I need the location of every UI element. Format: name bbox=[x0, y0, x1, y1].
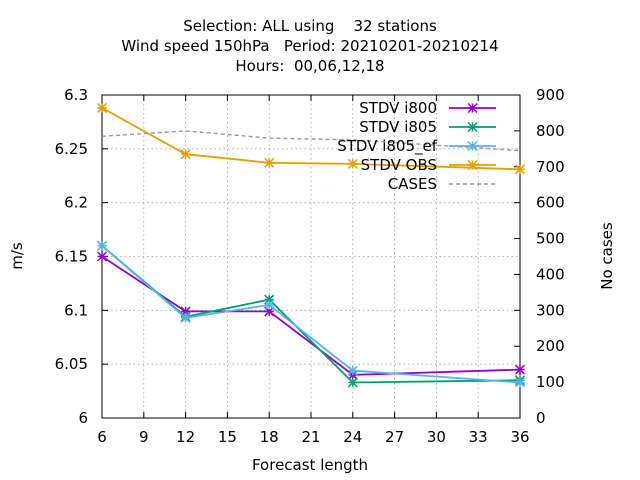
y-tick-label: 6.05 bbox=[55, 355, 88, 373]
marker-stroke bbox=[467, 159, 478, 171]
marker-stroke bbox=[96, 240, 108, 251]
data-point-1 bbox=[347, 377, 358, 388]
y2-tick-label: 0 bbox=[536, 409, 546, 427]
y-tick-label: 6 bbox=[78, 409, 88, 427]
legend-label: STDV OBS bbox=[361, 156, 437, 174]
y-tick-label: 6.25 bbox=[55, 140, 88, 158]
marker-stroke bbox=[264, 157, 275, 168]
series-line-3 bbox=[101, 107, 521, 171]
legend-marker bbox=[467, 102, 478, 114]
marker-stroke bbox=[264, 299, 275, 310]
y2-tick-label: 700 bbox=[536, 158, 565, 176]
x-tick-label: 12 bbox=[176, 428, 195, 446]
data-point-0 bbox=[96, 251, 108, 262]
legend-label: STDV i805_ef bbox=[337, 137, 438, 156]
marker-stroke bbox=[347, 365, 358, 376]
marker-stroke bbox=[467, 102, 478, 114]
data-point-3 bbox=[514, 164, 526, 175]
data-point-2 bbox=[96, 240, 108, 251]
data-point-2 bbox=[180, 312, 191, 323]
y2-tick-label: 900 bbox=[536, 86, 565, 104]
data-point-2 bbox=[514, 377, 526, 388]
legend-label: STDV i805 bbox=[359, 118, 437, 136]
x-tick-label: 27 bbox=[385, 428, 404, 446]
x-tick-label: 21 bbox=[301, 428, 320, 446]
data-point-3 bbox=[264, 157, 275, 168]
legend-marker bbox=[467, 140, 478, 152]
marker-stroke bbox=[467, 121, 478, 133]
data-point-2 bbox=[264, 299, 275, 310]
marker-stroke bbox=[180, 312, 191, 323]
x-tick-label: 18 bbox=[260, 428, 279, 446]
series-group bbox=[96, 102, 526, 388]
marker-stroke bbox=[467, 140, 478, 152]
data-point-3 bbox=[180, 149, 191, 160]
data-point-3 bbox=[96, 102, 108, 113]
legend-marker bbox=[467, 121, 478, 133]
marker-stroke bbox=[180, 149, 191, 160]
x-tick-label: 33 bbox=[469, 428, 488, 446]
legend-label: CASES bbox=[388, 175, 437, 193]
marker-stroke bbox=[96, 251, 108, 262]
y-axis-label: m/s bbox=[8, 242, 26, 270]
y2-tick-label: 300 bbox=[536, 301, 565, 319]
marker-stroke bbox=[514, 377, 526, 388]
data-point-2 bbox=[347, 365, 358, 376]
x-axis-label: Forecast length bbox=[252, 456, 368, 474]
x-tick-label: 24 bbox=[343, 428, 362, 446]
x-tick-label: 30 bbox=[427, 428, 446, 446]
y2-axis-label: No cases bbox=[598, 222, 616, 290]
y2-tick-label: 100 bbox=[536, 373, 565, 391]
y2-tick-label: 500 bbox=[536, 230, 565, 248]
y2-tick-label: 800 bbox=[536, 122, 565, 140]
axis-ticks: 6 9 12 15 18 21 24 27 30 33 36 6 6.05 6.1 6.15 6.2 6.25 6… bbox=[55, 86, 565, 446]
data-point-0 bbox=[514, 364, 526, 375]
legend-marker bbox=[467, 159, 478, 171]
marker-stroke bbox=[514, 364, 526, 375]
y-tick-label: 6.15 bbox=[55, 248, 88, 266]
x-tick-label: 9 bbox=[139, 428, 149, 446]
legend-label: STDV i800 bbox=[359, 99, 437, 117]
y2-tick-label: 400 bbox=[536, 265, 565, 283]
y-tick-label: 6.2 bbox=[64, 194, 88, 212]
x-tick-label: 15 bbox=[218, 428, 237, 446]
x-tick-label: 36 bbox=[510, 428, 529, 446]
data-point-3 bbox=[347, 158, 358, 169]
marker-stroke bbox=[347, 377, 358, 388]
chart-title-line-1: Selection: ALL using 32 stations bbox=[183, 17, 437, 35]
y2-tick-label: 200 bbox=[536, 337, 565, 355]
y-tick-label: 6.3 bbox=[64, 86, 88, 104]
marker-stroke bbox=[347, 158, 358, 169]
chart-title-line-3: Hours: 00,06,12,18 bbox=[235, 57, 385, 75]
x-tick-label: 6 bbox=[97, 428, 107, 446]
marker-stroke bbox=[514, 164, 526, 175]
marker-stroke bbox=[96, 102, 108, 113]
y-tick-label: 6.1 bbox=[64, 301, 88, 319]
chart-title-line-2: Wind speed 150hPa Period: 20210201-20210… bbox=[121, 37, 499, 55]
y2-tick-label: 600 bbox=[536, 194, 565, 212]
